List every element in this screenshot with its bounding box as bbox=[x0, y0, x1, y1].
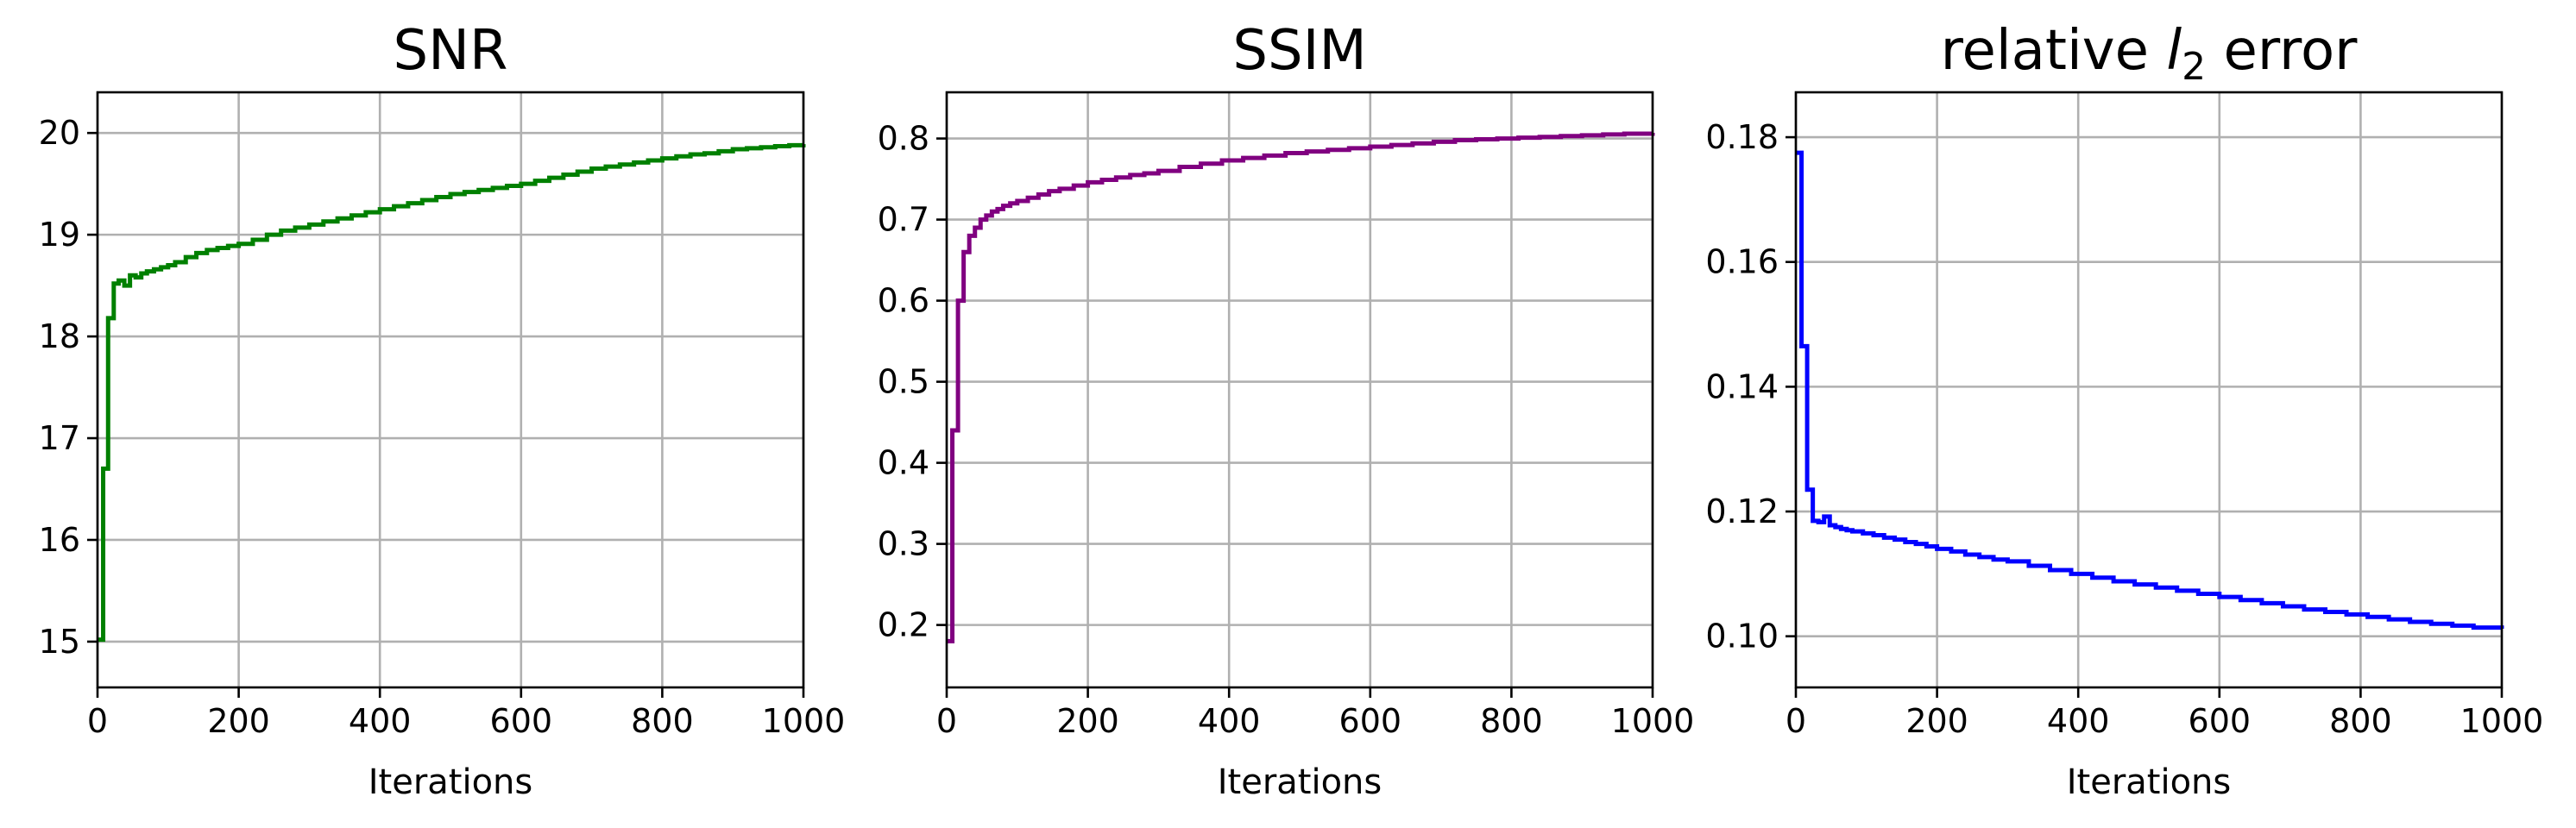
grid bbox=[945, 92, 1654, 687]
y-tick-label: 0.3 bbox=[878, 525, 929, 563]
y-tick-label: 0.18 bbox=[1705, 118, 1779, 156]
y-tick-label: 17 bbox=[39, 419, 80, 457]
ticks: 0 200 400 600 800 1000 0.2 0.3 0.4 0.5 0.6 0.7 0.8 bbox=[878, 120, 1695, 740]
x-tick-label: 200 bbox=[1056, 702, 1119, 740]
x-tick-label: 200 bbox=[1905, 702, 1968, 740]
title-subscript: 2 bbox=[2182, 45, 2206, 89]
y-tick-label: 18 bbox=[39, 317, 80, 355]
x-tick-label: 0 bbox=[1786, 702, 1806, 740]
ticks: 0 200 400 600 800 1000 0.10 0.12 0.14 0.16 0.18 bbox=[1705, 118, 2543, 740]
series-layer bbox=[1796, 150, 2504, 630]
y-tick-label: 19 bbox=[39, 216, 80, 254]
chart-title: SNR bbox=[394, 19, 508, 83]
title-var: l bbox=[2166, 19, 2182, 83]
y-tick-label: 0.2 bbox=[878, 606, 929, 644]
x-tick-label: 600 bbox=[1339, 702, 1402, 740]
y-tick-label: 0.6 bbox=[878, 282, 929, 320]
series-layer bbox=[98, 142, 806, 643]
x-tick-label: 200 bbox=[207, 702, 270, 740]
series-line bbox=[1796, 150, 2504, 630]
x-tick-label: 0 bbox=[87, 702, 108, 740]
x-axis-label: Iterations bbox=[1218, 762, 1382, 802]
plot-frame bbox=[945, 91, 1654, 689]
x-tick-label: 600 bbox=[2189, 702, 2252, 740]
y-tick-label: 16 bbox=[39, 521, 80, 559]
chart-panel-snr: SNR 0 200 400 600 800 1000 15 16 17 18 19 20 Iterat… bbox=[39, 19, 846, 802]
x-tick-label: 1000 bbox=[1611, 702, 1695, 740]
series-line bbox=[98, 142, 806, 643]
x-tick-label: 800 bbox=[631, 702, 694, 740]
y-tick-label: 0.10 bbox=[1705, 618, 1779, 656]
x-tick-label: 600 bbox=[490, 702, 553, 740]
x-axis-label: Iterations bbox=[368, 762, 533, 802]
y-tick-label: 0.7 bbox=[878, 201, 929, 239]
plot-frame bbox=[1794, 91, 2504, 689]
x-axis-label: Iterations bbox=[2067, 762, 2232, 802]
x-tick-label: 1000 bbox=[2460, 702, 2544, 740]
y-tick-label: 0.16 bbox=[1705, 243, 1779, 281]
x-tick-label: 0 bbox=[936, 702, 957, 740]
x-tick-label: 800 bbox=[1480, 702, 1543, 740]
series-line bbox=[947, 131, 1655, 643]
y-tick-label: 0.14 bbox=[1705, 367, 1779, 405]
y-tick-label: 0.12 bbox=[1705, 492, 1779, 530]
chart-panel-relative-l2-error: relative l2 error 0 200 400 600 800 10000.100… bbox=[1705, 19, 2543, 802]
chart-title: SSIM bbox=[1232, 19, 1366, 83]
y-tick-label: 0.4 bbox=[878, 444, 929, 482]
y-tick-label: 0.5 bbox=[878, 363, 929, 401]
x-tick-label: 400 bbox=[349, 702, 412, 740]
x-tick-label: 400 bbox=[1198, 702, 1261, 740]
grid bbox=[1794, 92, 2504, 687]
y-tick-label: 20 bbox=[39, 114, 80, 152]
chart-panel-ssim: SSIM 0 200 400 600 800 1000 0.2 0.3 0.4 0.5 0.6 0.7… bbox=[878, 19, 1695, 802]
title-rest: error bbox=[2223, 19, 2358, 83]
ticks: 0 200 400 600 800 1000 15 16 17 18 19 20 bbox=[39, 114, 846, 740]
series-layer bbox=[947, 131, 1655, 643]
chart-title: relative l2 error bbox=[1941, 19, 2359, 89]
x-tick-label: 400 bbox=[2047, 702, 2110, 740]
y-tick-label: 15 bbox=[39, 623, 80, 661]
title-text: relative bbox=[1941, 19, 2149, 83]
y-tick-label: 0.8 bbox=[878, 120, 929, 158]
plot-frame bbox=[96, 91, 805, 689]
x-tick-label: 800 bbox=[2329, 702, 2392, 740]
grid bbox=[96, 92, 805, 687]
x-tick-label: 1000 bbox=[762, 702, 846, 740]
